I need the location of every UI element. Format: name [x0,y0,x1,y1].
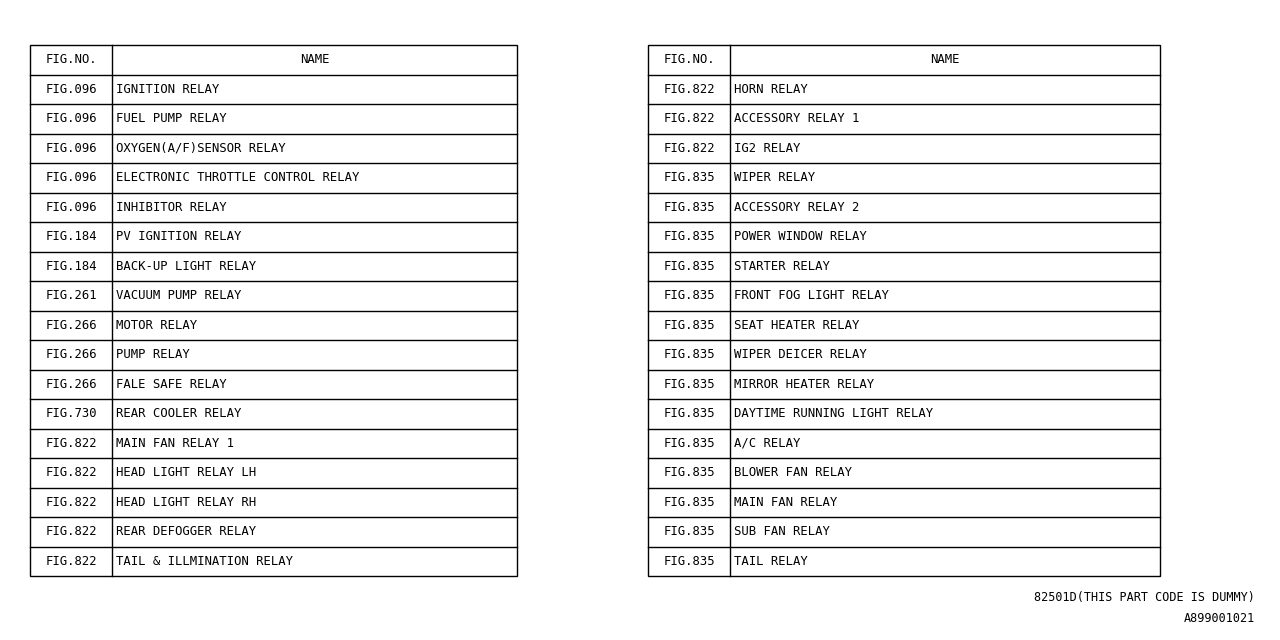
Text: STARTER RELAY: STARTER RELAY [733,260,829,273]
Text: BLOWER FAN RELAY: BLOWER FAN RELAY [733,467,852,479]
Text: FIG.835: FIG.835 [663,496,714,509]
Text: FIG.835: FIG.835 [663,407,714,420]
Text: FIG.835: FIG.835 [663,260,714,273]
Text: FIG.NO.: FIG.NO. [663,53,714,67]
Text: FIG.096: FIG.096 [45,141,97,155]
Text: SUB FAN RELAY: SUB FAN RELAY [733,525,829,538]
Text: FIG.835: FIG.835 [663,201,714,214]
Text: HEAD LIGHT RELAY LH: HEAD LIGHT RELAY LH [116,467,256,479]
Text: HEAD LIGHT RELAY RH: HEAD LIGHT RELAY RH [116,496,256,509]
Text: FIG.822: FIG.822 [45,467,97,479]
Text: FIG.835: FIG.835 [663,525,714,538]
Text: FIG.822: FIG.822 [663,83,714,96]
Text: INHIBITOR RELAY: INHIBITOR RELAY [116,201,227,214]
Text: FIG.822: FIG.822 [663,112,714,125]
Text: HORN RELAY: HORN RELAY [733,83,808,96]
Text: MAIN FAN RELAY: MAIN FAN RELAY [733,496,837,509]
Text: FIG.835: FIG.835 [663,436,714,450]
Text: NAME: NAME [931,53,960,67]
Text: FIG.096: FIG.096 [45,201,97,214]
Text: FIG.835: FIG.835 [663,319,714,332]
Text: A899001021: A899001021 [1184,611,1254,625]
Text: FIG.730: FIG.730 [45,407,97,420]
Text: FIG.184: FIG.184 [45,230,97,243]
Text: WIPER RELAY: WIPER RELAY [733,172,815,184]
Text: IGNITION RELAY: IGNITION RELAY [116,83,219,96]
Text: 82501D(THIS PART CODE IS DUMMY): 82501D(THIS PART CODE IS DUMMY) [1034,591,1254,605]
Bar [648,45,1160,576]
Text: MIRROR HEATER RELAY: MIRROR HEATER RELAY [733,378,874,391]
Text: FRONT FOG LIGHT RELAY: FRONT FOG LIGHT RELAY [733,289,888,302]
Text: REAR COOLER RELAY: REAR COOLER RELAY [116,407,242,420]
Text: PV IGNITION RELAY: PV IGNITION RELAY [116,230,242,243]
Text: FIG.822: FIG.822 [45,525,97,538]
Text: REAR DEFOGGER RELAY: REAR DEFOGGER RELAY [116,525,256,538]
Text: FIG.835: FIG.835 [663,289,714,302]
Text: FIG.266: FIG.266 [45,348,97,361]
Text: ACCESSORY RELAY 1: ACCESSORY RELAY 1 [733,112,859,125]
Text: FIG.835: FIG.835 [663,348,714,361]
Text: DAYTIME RUNNING LIGHT RELAY: DAYTIME RUNNING LIGHT RELAY [733,407,933,420]
Text: FIG.096: FIG.096 [45,172,97,184]
Text: NAME: NAME [300,53,329,67]
Text: ELECTRONIC THROTTLE CONTROL RELAY: ELECTRONIC THROTTLE CONTROL RELAY [116,172,360,184]
Text: FIG.835: FIG.835 [663,230,714,243]
Text: OXYGEN(A/F)SENSOR RELAY: OXYGEN(A/F)SENSOR RELAY [116,141,285,155]
Text: FIG.266: FIG.266 [45,378,97,391]
Text: FUEL PUMP RELAY: FUEL PUMP RELAY [116,112,227,125]
Text: FIG.266: FIG.266 [45,319,97,332]
Text: BACK-UP LIGHT RELAY: BACK-UP LIGHT RELAY [116,260,256,273]
Text: MOTOR RELAY: MOTOR RELAY [116,319,197,332]
Text: WIPER DEICER RELAY: WIPER DEICER RELAY [733,348,867,361]
Text: SEAT HEATER RELAY: SEAT HEATER RELAY [733,319,859,332]
Text: FIG.096: FIG.096 [45,112,97,125]
Text: VACUUM PUMP RELAY: VACUUM PUMP RELAY [116,289,242,302]
Text: FIG.822: FIG.822 [45,555,97,568]
Text: IG2 RELAY: IG2 RELAY [733,141,800,155]
Text: FIG.822: FIG.822 [45,496,97,509]
Text: ACCESSORY RELAY 2: ACCESSORY RELAY 2 [733,201,859,214]
Text: FIG.NO.: FIG.NO. [45,53,97,67]
Text: TAIL & ILLMINATION RELAY: TAIL & ILLMINATION RELAY [116,555,293,568]
Text: FALE SAFE RELAY: FALE SAFE RELAY [116,378,227,391]
Text: FIG.822: FIG.822 [663,141,714,155]
Text: FIG.835: FIG.835 [663,378,714,391]
Text: FIG.822: FIG.822 [45,436,97,450]
Text: FIG.835: FIG.835 [663,555,714,568]
Text: A/C RELAY: A/C RELAY [733,436,800,450]
Text: TAIL RELAY: TAIL RELAY [733,555,808,568]
Text: FIG.835: FIG.835 [663,172,714,184]
Text: MAIN FAN RELAY 1: MAIN FAN RELAY 1 [116,436,234,450]
Text: POWER WINDOW RELAY: POWER WINDOW RELAY [733,230,867,243]
Text: FIG.184: FIG.184 [45,260,97,273]
Text: FIG.261: FIG.261 [45,289,97,302]
Text: FIG.835: FIG.835 [663,467,714,479]
Bar [29,45,517,576]
Text: PUMP RELAY: PUMP RELAY [116,348,189,361]
Text: FIG.096: FIG.096 [45,83,97,96]
